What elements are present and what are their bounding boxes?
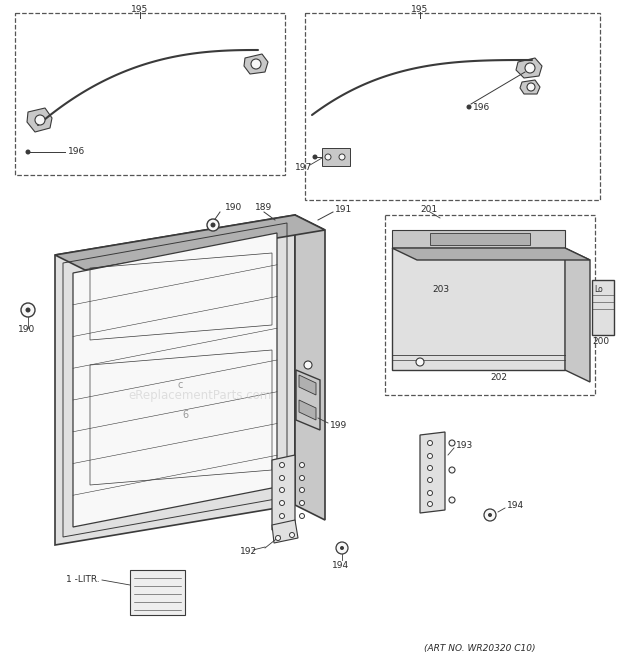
Circle shape <box>428 490 433 496</box>
Polygon shape <box>295 215 325 520</box>
Circle shape <box>299 488 304 492</box>
Text: 190: 190 <box>18 325 35 334</box>
Circle shape <box>299 500 304 506</box>
Circle shape <box>304 361 312 369</box>
Circle shape <box>428 440 433 446</box>
Polygon shape <box>55 215 325 270</box>
Text: 196: 196 <box>68 147 86 157</box>
Text: 192: 192 <box>240 547 257 557</box>
Circle shape <box>299 475 304 481</box>
Bar <box>385 215 595 395</box>
Polygon shape <box>27 108 52 132</box>
Bar <box>322 148 350 166</box>
Circle shape <box>449 467 455 473</box>
Text: 199: 199 <box>330 420 347 430</box>
Circle shape <box>25 307 30 313</box>
Polygon shape <box>392 248 565 370</box>
Circle shape <box>449 497 455 503</box>
Bar <box>305 13 600 200</box>
Text: 194: 194 <box>332 561 349 570</box>
Text: c: c <box>177 380 183 390</box>
Circle shape <box>428 453 433 459</box>
Circle shape <box>428 477 433 483</box>
Text: 193: 193 <box>456 440 473 449</box>
Circle shape <box>207 219 219 231</box>
Polygon shape <box>272 455 295 530</box>
Circle shape <box>428 502 433 506</box>
Circle shape <box>527 83 535 91</box>
Bar <box>130 570 185 615</box>
Circle shape <box>35 115 45 125</box>
Circle shape <box>290 533 294 537</box>
Circle shape <box>299 514 304 518</box>
Polygon shape <box>244 54 268 74</box>
Circle shape <box>339 154 345 160</box>
Polygon shape <box>392 248 590 260</box>
Text: (ART NO. WR20320 C10): (ART NO. WR20320 C10) <box>424 644 536 652</box>
Polygon shape <box>520 80 540 94</box>
Bar <box>15 13 285 175</box>
Circle shape <box>280 463 285 467</box>
Text: 201: 201 <box>420 206 437 215</box>
Circle shape <box>280 475 285 481</box>
Text: Lo: Lo <box>594 286 603 295</box>
Text: 1 -LITR.: 1 -LITR. <box>66 576 100 584</box>
Polygon shape <box>430 233 530 245</box>
Text: 195: 195 <box>412 5 428 15</box>
Circle shape <box>211 223 216 227</box>
Circle shape <box>466 104 471 110</box>
Polygon shape <box>516 58 542 78</box>
Circle shape <box>251 59 261 69</box>
Text: eReplacementParts.com: eReplacementParts.com <box>128 389 272 401</box>
Text: 195: 195 <box>131 5 149 15</box>
Polygon shape <box>299 400 316 420</box>
Text: 191: 191 <box>335 206 352 215</box>
Text: 189: 189 <box>255 204 272 212</box>
Circle shape <box>21 303 35 317</box>
Text: 6: 6 <box>182 410 188 420</box>
Polygon shape <box>420 432 445 513</box>
Circle shape <box>428 465 433 471</box>
Text: 190: 190 <box>225 204 242 212</box>
Polygon shape <box>299 375 316 395</box>
Circle shape <box>340 546 344 550</box>
Circle shape <box>25 149 30 155</box>
Circle shape <box>280 500 285 506</box>
Bar <box>592 280 614 335</box>
Circle shape <box>336 542 348 554</box>
Text: 200: 200 <box>592 338 609 346</box>
Text: 197: 197 <box>295 163 312 173</box>
Circle shape <box>280 514 285 518</box>
Circle shape <box>484 509 496 521</box>
Polygon shape <box>296 370 320 430</box>
Text: 196: 196 <box>473 102 490 112</box>
Text: 194: 194 <box>507 500 524 510</box>
Circle shape <box>449 440 455 446</box>
Circle shape <box>416 358 424 366</box>
Circle shape <box>312 155 317 159</box>
Polygon shape <box>55 215 295 545</box>
Text: 203: 203 <box>432 286 449 295</box>
Circle shape <box>325 154 331 160</box>
Circle shape <box>280 488 285 492</box>
Circle shape <box>275 535 280 541</box>
Polygon shape <box>392 230 565 248</box>
Polygon shape <box>272 520 298 543</box>
Circle shape <box>525 63 535 73</box>
Polygon shape <box>565 248 590 382</box>
Polygon shape <box>73 233 277 527</box>
Circle shape <box>488 513 492 517</box>
Circle shape <box>299 463 304 467</box>
Text: 202: 202 <box>490 373 507 383</box>
